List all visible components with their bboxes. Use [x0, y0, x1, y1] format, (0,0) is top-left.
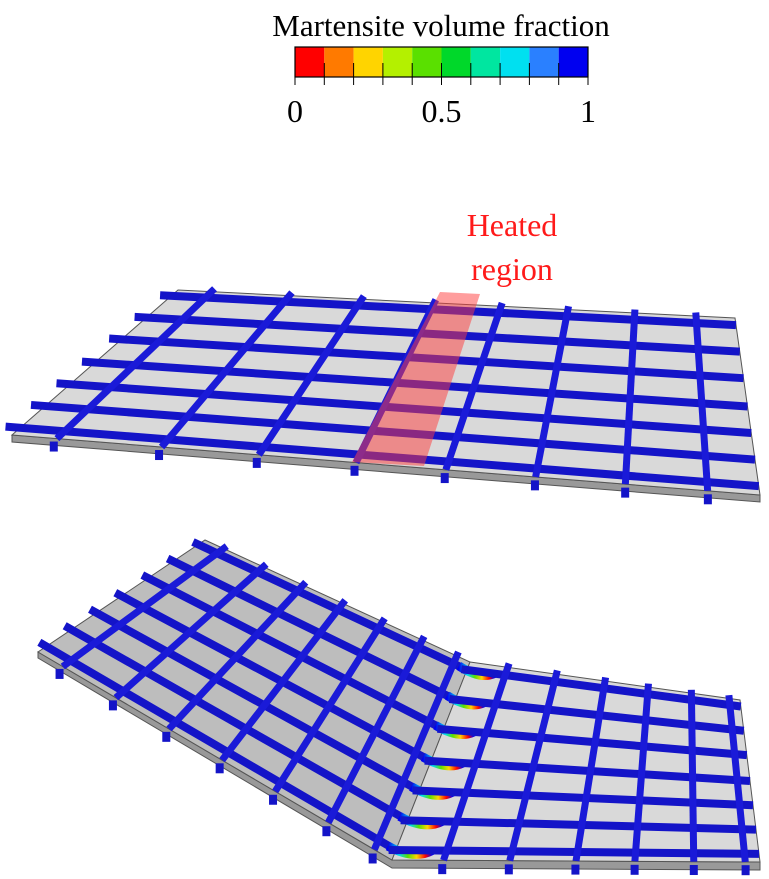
beam-leg — [162, 732, 170, 742]
beam-leg — [438, 864, 446, 874]
beam-leg — [351, 466, 359, 476]
colorbar-segment — [500, 47, 529, 77]
beam-leg — [322, 826, 330, 836]
plates — [6, 289, 760, 875]
beam-leg — [109, 700, 117, 710]
beam — [691, 690, 693, 862]
beam-leg — [690, 865, 698, 875]
beam-leg — [505, 864, 513, 874]
colorbar-segment — [471, 47, 500, 77]
colorbar-segment — [383, 47, 412, 77]
colorbar-title: Martensite volume fraction — [272, 8, 610, 43]
beam-leg — [56, 669, 64, 679]
colorbar-segment — [529, 47, 558, 77]
beam-leg — [253, 458, 261, 468]
beam-leg — [155, 450, 163, 460]
beam-leg — [50, 442, 58, 452]
beam-leg — [621, 488, 629, 498]
colorbar-segment — [295, 47, 324, 77]
beam-leg — [269, 795, 277, 805]
colorbar-tick-label: 1 — [580, 93, 596, 129]
colorbar-segment — [354, 47, 383, 77]
annotation-line: Heated — [467, 207, 558, 243]
colorbar-segment — [442, 47, 471, 77]
colorbar-tick-label: 0 — [287, 93, 303, 129]
figure: Martensite volume fraction 00.51 Heated … — [0, 0, 769, 879]
beam-leg — [531, 480, 539, 490]
colorbar-tick-label: 0.5 — [422, 93, 462, 129]
colorbar-segment — [559, 47, 588, 77]
colorbar-segment — [324, 47, 353, 77]
beam-leg — [216, 763, 224, 773]
beam-leg — [571, 865, 579, 875]
beam-leg — [742, 865, 750, 875]
beam-leg — [369, 853, 377, 863]
colorbar-segment — [412, 47, 441, 77]
beam-leg — [631, 865, 639, 875]
annotation-line: region — [471, 251, 553, 287]
beam-leg — [704, 494, 712, 504]
beam-leg — [441, 473, 449, 483]
